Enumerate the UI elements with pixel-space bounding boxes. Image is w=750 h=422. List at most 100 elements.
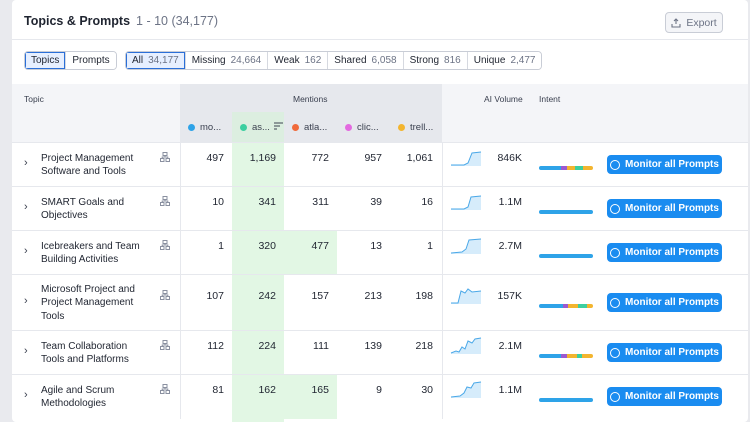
topic-name[interactable]: Team Collaboration Tools and Platforms — [41, 340, 129, 365]
filter-missing[interactable]: Missing 24,664 — [185, 52, 269, 69]
mention-count: 165 — [311, 384, 329, 396]
view-toggle: Topics Prompts — [24, 51, 117, 70]
table-row[interactable]: › Agile and Scrum Methodologies 81 162 165 9 3… — [12, 374, 748, 419]
mention-count: 107 — [206, 290, 224, 302]
volume-sparkline — [450, 191, 482, 211]
topic-name[interactable]: SMART Goals and Objectives — [41, 196, 125, 221]
tab-prompts[interactable]: Prompts — [66, 52, 116, 69]
volume-sparkline — [450, 335, 482, 355]
header-divider — [12, 39, 748, 40]
competitor-column-3[interactable]: atla... — [284, 112, 337, 142]
search-icon — [610, 159, 621, 170]
competitor-color-dot — [240, 123, 247, 131]
table-row[interactable]: › Microsoft Project and Project Managemen… — [12, 274, 748, 331]
mention-count: 1 — [427, 240, 433, 252]
expand-chevron-icon[interactable]: › — [24, 345, 28, 357]
column-divider — [180, 331, 181, 375]
column-divider — [442, 375, 443, 419]
monitor-all-prompts-button[interactable]: Monitor all Prompts — [607, 199, 722, 218]
mention-count: 9 — [376, 384, 382, 396]
topic-name[interactable]: Icebreakers and Team Building Activities — [41, 240, 140, 265]
topic-name[interactable]: Project Management Software and Tools — [41, 152, 134, 177]
leader-cell-highlight — [284, 375, 337, 419]
filter-all[interactable]: All 34,177 — [126, 52, 186, 69]
mention-count: 957 — [364, 152, 382, 164]
expand-chevron-icon[interactable]: › — [24, 295, 28, 307]
mentions-header-band — [180, 84, 442, 142]
topic-tree-icon[interactable] — [160, 152, 170, 165]
mention-count: 111 — [313, 340, 329, 352]
mention-count: 16 — [421, 196, 433, 208]
mention-count: 224 — [258, 340, 276, 352]
topic-column-header: Topic — [24, 94, 44, 104]
expand-chevron-icon[interactable]: › — [24, 157, 28, 169]
mention-count: 772 — [311, 152, 329, 164]
mention-count: 320 — [258, 240, 276, 252]
filter-shared[interactable]: Shared 6,058 — [328, 52, 404, 69]
mention-count: 157 — [311, 290, 329, 302]
expand-chevron-icon[interactable]: › — [24, 245, 28, 257]
monitor-all-prompts-button[interactable]: Monitor all Prompts — [607, 343, 722, 362]
mention-count: 213 — [364, 290, 382, 302]
search-icon — [610, 297, 621, 308]
volume-sparkline — [450, 285, 482, 305]
mention-count: 198 — [415, 290, 433, 302]
monitor-all-prompts-button[interactable]: Monitor all Prompts — [607, 155, 722, 174]
topic-tree-icon[interactable] — [160, 240, 170, 253]
intent-column-header: Intent — [539, 94, 561, 104]
ai-volume-column-header: AI Volume — [484, 94, 523, 104]
competitor-column-4[interactable]: clic... — [337, 112, 390, 142]
column-divider — [180, 231, 181, 275]
table-row[interactable]: › SMART Goals and Objectives 10 341 311 39 16 1… — [12, 186, 748, 231]
topic-tree-icon[interactable] — [160, 340, 170, 353]
mention-count: 139 — [364, 340, 382, 352]
mention-count: 218 — [415, 340, 433, 352]
export-button[interactable]: Export — [665, 12, 723, 33]
monitor-all-prompts-button[interactable]: Monitor all Prompts — [607, 387, 722, 406]
topic-name[interactable]: Microsoft Project and Project Management… — [41, 284, 135, 322]
column-divider — [180, 375, 181, 419]
topic-tree-icon[interactable] — [160, 196, 170, 209]
table-row[interactable]: › Project Management Software and Tools 49… — [12, 142, 748, 187]
competitor-color-dot — [188, 123, 195, 131]
leader-cell-highlight — [284, 231, 337, 275]
column-divider — [442, 231, 443, 275]
expand-chevron-icon[interactable]: › — [24, 389, 28, 401]
ai-volume-value: 2.7M — [498, 240, 522, 252]
result-range: 1 - 10 (34,177) — [136, 14, 219, 28]
expand-chevron-icon[interactable]: › — [24, 201, 28, 213]
topic-name[interactable]: Agile and Scrum Methodologies — [41, 384, 115, 409]
mention-count: 1,061 — [406, 152, 433, 164]
intent-bar — [539, 166, 593, 170]
mention-count: 1 — [218, 240, 224, 252]
tab-topics[interactable]: Topics — [25, 52, 67, 69]
monitor-all-prompts-button[interactable]: Monitor all Prompts — [607, 293, 722, 312]
competitor-column-5[interactable]: trell... — [390, 112, 442, 142]
sorted-column-highlight — [232, 142, 284, 422]
intent-bar — [539, 210, 593, 214]
intent-bar — [539, 354, 593, 358]
competitor-color-dot — [398, 123, 405, 131]
monitor-all-prompts-button[interactable]: Monitor all Prompts — [607, 243, 722, 262]
panel-title: Topics & Prompts 1 - 10 (34,177) — [24, 14, 219, 28]
topic-tree-icon[interactable] — [160, 384, 170, 397]
ai-volume-value: 1.1M — [498, 384, 522, 396]
topic-tree-icon[interactable] — [160, 290, 170, 303]
mention-count: 39 — [370, 196, 382, 208]
competitor-column-2[interactable]: as... — [232, 112, 284, 142]
column-divider — [180, 187, 181, 231]
mention-count: 112 — [207, 340, 224, 352]
filter-unique[interactable]: Unique 2,477 — [467, 52, 542, 69]
sort-icon[interactable] — [273, 122, 283, 133]
competitor-column-1[interactable]: mo... — [180, 112, 232, 142]
ai-volume-value: 1.1M — [498, 196, 522, 208]
table-row[interactable]: › Team Collaboration Tools and Platforms 1… — [12, 330, 748, 375]
mention-count: 477 — [311, 240, 329, 252]
filter-strong[interactable]: Strong 816 — [403, 52, 468, 69]
mention-count: 30 — [421, 384, 433, 396]
filter-weak[interactable]: Weak 162 — [268, 52, 329, 69]
table-row[interactable]: › Icebreakers and Team Building Activitie… — [12, 230, 748, 275]
volume-sparkline — [450, 147, 482, 167]
intent-bar — [539, 254, 593, 258]
column-divider — [442, 331, 443, 375]
